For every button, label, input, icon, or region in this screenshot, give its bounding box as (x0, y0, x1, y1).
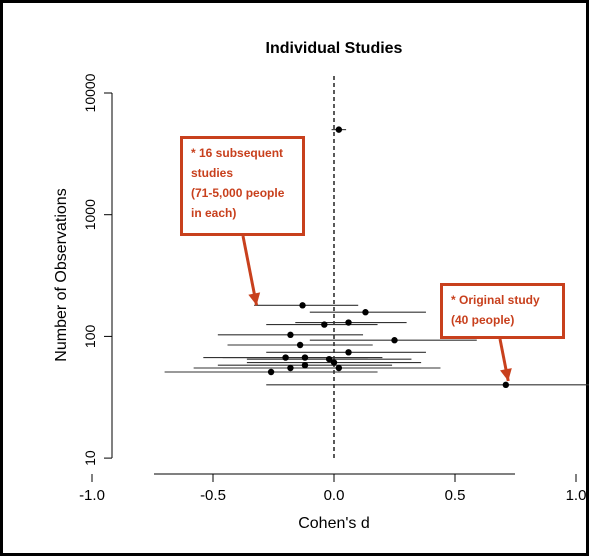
x-tick-label: 0.5 (445, 487, 466, 504)
callout-line: (71-5,000 people (191, 186, 285, 200)
callout-subsequent-studies: * 16 subsequent studies (71-5,000 people… (180, 136, 305, 236)
study-point (296, 341, 304, 349)
arrow-head (248, 292, 261, 306)
x-tick-label: -1.0 (79, 487, 105, 504)
callout-line: (40 people) (451, 313, 515, 327)
study-point (502, 381, 510, 389)
study-point (335, 126, 343, 133)
x-axis-ticks: -1.5-1.0-0.50.00.51.01.5 (79, 474, 587, 504)
arrow-head (500, 368, 512, 382)
study-point (287, 364, 294, 372)
y-axis-label: Number of Observations (53, 188, 70, 361)
study-point (362, 309, 369, 316)
study-point (301, 361, 309, 369)
study-point (330, 359, 338, 366)
study-point (299, 302, 306, 309)
study-point (282, 354, 289, 361)
study-point (345, 319, 352, 326)
study-points (267, 126, 510, 389)
chart-title: Individual Studies (266, 40, 403, 57)
study-point (267, 368, 275, 376)
callout-line: in each) (191, 206, 237, 220)
y-tick-label: 10 (82, 450, 98, 466)
study-point (325, 355, 333, 363)
callout-line: * 16 subsequent (191, 146, 284, 160)
y-tick-label: 1000 (82, 199, 98, 230)
x-tick-label: -0.5 (200, 487, 226, 504)
study-point (345, 349, 352, 356)
study-point (321, 321, 328, 328)
study-point (335, 364, 343, 372)
x-tick-label: 0.0 (324, 487, 345, 504)
x-axis-label: Cohen's d (298, 515, 370, 532)
annotation-arrows (241, 235, 512, 382)
y-axis-ticks: 10 100 1000 10000 (82, 73, 112, 466)
study-point (287, 331, 294, 339)
x-tick-label: 1.0 (566, 487, 587, 504)
callout-original-study: * Original study (40 people) (440, 283, 565, 339)
callout-line: studies (191, 166, 234, 180)
study-point (301, 354, 309, 361)
callout-line: * Original study (451, 293, 540, 307)
y-tick-label: 10000 (82, 73, 98, 112)
study-point (391, 337, 398, 344)
y-tick-label: 100 (82, 325, 98, 349)
